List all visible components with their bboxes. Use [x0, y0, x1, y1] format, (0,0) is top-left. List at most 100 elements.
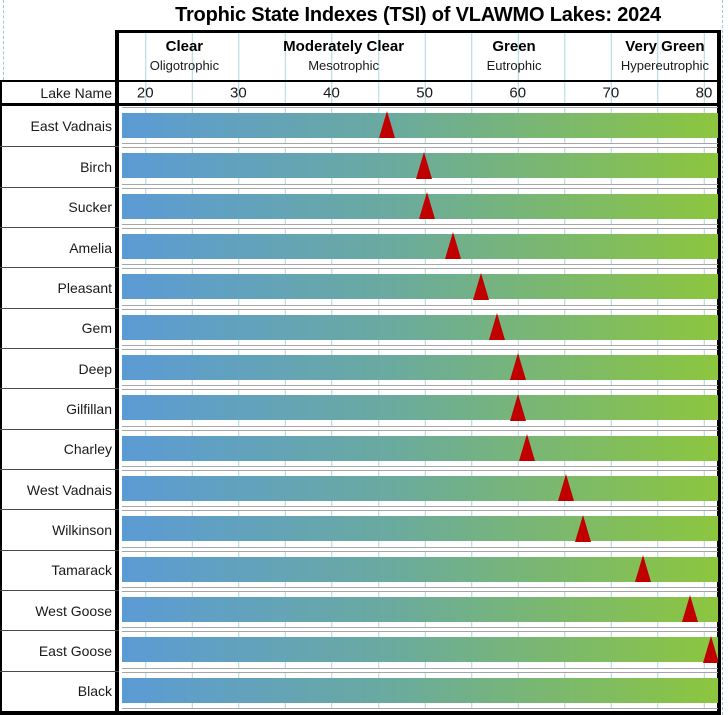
tsi-marker-triangle-icon [419, 191, 436, 219]
lake-row: Amelia [0, 226, 721, 267]
spreadsheet-gridline-right [722, 0, 723, 715]
tsi-marker-triangle-icon [703, 635, 718, 663]
lake-row: Birch [0, 146, 721, 186]
tsi-bar-cell [119, 187, 721, 227]
category-clear: Clear Oligotrophic [150, 36, 219, 75]
tsi-bar-cell [119, 388, 721, 428]
tsi-bar-cell [119, 106, 721, 146]
x-axis-ticks: 20 30 40 50 60 70 80 [122, 82, 718, 103]
tsi-bar-cell [119, 267, 721, 307]
tsi-plot [122, 348, 718, 387]
tsi-gradient-scale-bar [122, 355, 718, 381]
tsi-gradient-scale-bar [122, 516, 718, 542]
trophic-category-header-inner: Clear Oligotrophic Moderately Clear Meso… [122, 33, 718, 80]
tsi-gradient-scale-bar [122, 113, 718, 139]
tsi-plot [122, 147, 718, 185]
lake-name-label: East Vadnais [30, 118, 112, 135]
tsi-marker-triangle-icon [558, 474, 575, 502]
header-top-border [115, 30, 721, 33]
category-sublabel: Hypereutrophic [620, 58, 709, 73]
table-bottom-border [0, 711, 721, 715]
tsi-marker-triangle-icon [444, 232, 461, 260]
tsi-gradient-scale-bar [122, 677, 718, 703]
tsi-bar-cell [119, 630, 721, 670]
x-tick-50: 50 [416, 84, 433, 101]
lake-name-column-header: Lake Name [40, 84, 112, 101]
lake-row: West Goose [0, 589, 721, 630]
category-sublabel: Mesotrophic [308, 58, 380, 73]
tsi-gradient-scale-bar [122, 395, 718, 421]
tsi-bar-cell [119, 146, 721, 186]
lake-name-label: Tamarack [0, 549, 119, 590]
x-tick-40: 40 [323, 84, 340, 101]
tsi-bar-cell [119, 550, 721, 590]
tsi-marker-triangle-icon [489, 312, 506, 340]
lake-name-label: Black [0, 670, 119, 711]
tsi-marker-triangle-icon [509, 393, 526, 421]
tsi-marker-triangle-icon [472, 272, 489, 300]
lake-name-label: Sucker [0, 186, 119, 227]
lake-name-label: Pleasant [0, 267, 119, 307]
lake-name-label: East Goose [0, 630, 119, 670]
tsi-gradient-scale-bar [122, 435, 718, 461]
tsi-plot [122, 429, 718, 467]
tsi-plot [122, 227, 718, 266]
lake-name-label: Amelia [0, 226, 119, 267]
lake-row: East Goose [0, 630, 721, 670]
tsi-gradient-scale-bar [122, 234, 718, 260]
lake-name-label: Deep [0, 347, 119, 388]
x-tick-20: 20 [136, 84, 154, 101]
category-label: Green [492, 38, 536, 55]
tsi-bar-cell [119, 509, 721, 549]
tsi-bar-cell [119, 308, 721, 348]
lake-rows: East Vadnais Birch Sucker [0, 106, 721, 711]
tsi-bar-cell [119, 429, 721, 469]
axis-bottom-border [0, 103, 721, 106]
tsi-bar-cell [119, 590, 721, 630]
lake-row: East Vadnais [0, 106, 721, 146]
category-moderately-clear: Moderately Clear Mesotrophic [283, 36, 404, 75]
tsi-plot [122, 389, 718, 427]
x-tick-80: 80 [695, 84, 713, 101]
lake-row: Black [0, 670, 721, 711]
lake-row: Gilfillan [0, 388, 721, 428]
tsi-gradient-scale-bar [122, 597, 718, 623]
tsi-plot [122, 187, 718, 225]
lake-row: Deep [0, 347, 721, 388]
tsi-marker-triangle-icon [634, 554, 651, 582]
category-label: Moderately Clear [283, 38, 405, 55]
tsi-plot [122, 510, 718, 548]
lake-name-label: Gem [0, 307, 119, 348]
lake-row: Gem [0, 307, 721, 348]
category-sublabel: Eutrophic [486, 58, 542, 73]
lake-name-label: West Vadnais [0, 468, 119, 509]
tsi-marker-triangle-icon [519, 433, 536, 461]
tsi-bar-cell [119, 469, 721, 509]
x-tick-70: 70 [602, 84, 620, 101]
tsi-marker-triangle-icon [379, 111, 396, 139]
tsi-gradient-scale-bar [122, 637, 718, 663]
x-tick-60: 60 [509, 84, 527, 101]
tsi-gradient-scale-bar [122, 274, 718, 300]
tsi-gradient-scale-bar [122, 556, 718, 582]
category-label: Very Green [625, 38, 705, 55]
tsi-plot [122, 671, 718, 709]
tsi-marker-triangle-icon [509, 353, 526, 381]
category-sublabel: Oligotrophic [149, 58, 220, 73]
table-right-border [717, 30, 721, 711]
tsi-plot [122, 590, 718, 629]
lake-row: Pleasant [0, 267, 721, 307]
lake-name-label: Birch [0, 146, 119, 186]
tsi-bar-cell [119, 671, 721, 711]
tsi-marker-triangle-icon [682, 595, 699, 623]
category-very-green: Very Green Hypereutrophic [621, 36, 709, 75]
x-axis-row: Lake Name 20 30 40 50 60 70 80 [0, 82, 721, 103]
name-column-divider [115, 30, 119, 711]
chart-title: Trophic State Indexes (TSI) of VLAWMO La… [175, 3, 661, 26]
tsi-marker-triangle-icon [415, 151, 432, 179]
lake-row: Charley [0, 428, 721, 469]
lake-row: Tamarack [0, 549, 721, 590]
tsi-plot [122, 308, 718, 346]
tsi-bar-cell [119, 227, 721, 267]
